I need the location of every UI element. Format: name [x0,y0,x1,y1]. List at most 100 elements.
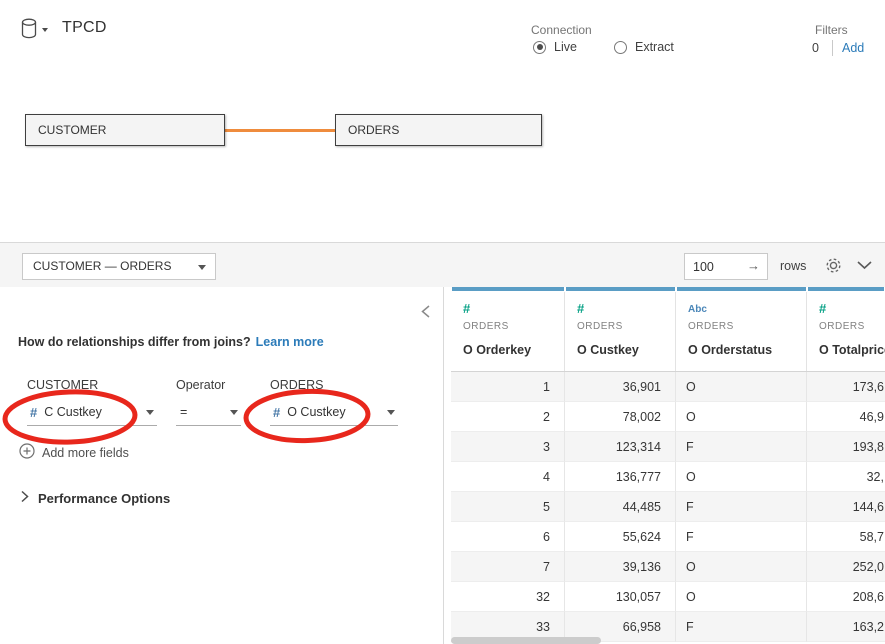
relationship-connector-line [225,129,335,132]
canvas-table-customer[interactable]: CUSTOMER [25,114,225,146]
row-limit-input[interactable] [685,254,737,279]
column-strip [677,287,806,291]
chevron-down-icon [42,28,48,32]
table-row: 3 123,314 F 193,8 [451,432,885,462]
left-field-value: C Custkey [44,405,102,419]
collapse-panel-chevron-icon[interactable] [420,304,432,318]
table-row: 5 44,485 F 144,6 [451,492,885,522]
apply-row-limit-button[interactable]: → [747,258,760,273]
table-cell: 208,6 [807,582,885,612]
column-strip [566,287,675,291]
table-cell: 193,8 [807,432,885,462]
table-cell: 2 [451,402,565,432]
radio-label: Live [554,40,577,54]
table-cell: 7 [451,552,565,582]
plus-circle-icon [19,443,35,462]
column-header-custkey[interactable]: # ORDERS O Custkey [565,292,676,371]
table-cell: 58,7 [807,522,885,552]
table-cell: 36,901 [565,372,676,402]
column-field-name: O Orderstatus [688,343,773,357]
table-cell: 144,6 [807,492,885,522]
table-cell: 32, [807,462,885,492]
relationship-selector-dropdown[interactable]: CUSTOMER — ORDERS [22,253,216,280]
learn-more-link[interactable]: Learn more [255,335,324,349]
radio-icon [614,40,627,54]
table-cell: F [676,612,807,642]
connection-live-radio[interactable]: Live [533,40,577,54]
table-cell: 55,624 [565,522,676,552]
add-filter-link[interactable]: Add [842,41,865,55]
table-cell: 1 [451,372,565,402]
table-cell: 66,958 [565,612,676,642]
table-row: 7 39,136 O 252,0 [451,552,885,582]
relationship-edit-panel: How do relationships differ from joins? L… [0,287,444,644]
left-table-column-label: CUSTOMER [27,378,99,392]
table-cell: 4 [451,462,565,492]
radio-icon [533,40,546,54]
filters-section-label: Filters [815,23,848,37]
column-table-name: ORDERS [577,321,623,332]
right-field-dropdown[interactable]: # O Custkey [270,399,398,426]
number-field-icon: # [273,404,281,420]
preview-toolbar: CUSTOMER — ORDERS → rows [0,242,885,287]
table-cell: 130,057 [565,582,676,612]
table-cell: 6 [451,522,565,552]
performance-options-toggle[interactable]: Performance Options [20,490,170,506]
right-field-value: O Custkey [287,405,346,419]
canvas-table-orders[interactable]: ORDERS [335,114,542,146]
connection-section-label: Connection [531,23,592,37]
connection-extract-radio[interactable]: Extract [614,40,674,54]
string-type-icon: Abc [688,304,707,315]
table-cell: 39,136 [565,552,676,582]
left-field-dropdown[interactable]: # C Custkey [27,399,157,426]
table-cell: 252,0 [807,552,885,582]
number-field-icon: # [30,404,38,420]
column-field-name: O Orderkey [463,343,532,357]
right-table-column-label: ORDERS [270,378,324,392]
grid-header-strip [451,287,885,291]
operator-value: = [180,405,188,419]
data-preview-grid: # ORDERS O Orderkey # ORDERS O Custkey A… [451,287,885,644]
rows-label: rows [780,259,807,273]
number-type-icon: # [819,301,827,316]
column-table-name: ORDERS [688,321,734,332]
datasource-title[interactable]: TPCD [62,19,107,36]
gear-icon[interactable] [824,256,843,275]
add-more-fields-button[interactable]: Add more fields [19,443,129,462]
column-table-name: ORDERS [463,321,509,332]
column-strip [452,287,564,291]
grid-header-row: # ORDERS O Orderkey # ORDERS O Custkey A… [451,292,885,372]
operator-dropdown[interactable]: = [176,399,241,426]
table-row: 1 36,901 O 173,6 [451,372,885,402]
database-icon [20,18,38,42]
table-cell: O [676,462,807,492]
table-cell: 5 [451,492,565,522]
table-cell: 3 [451,432,565,462]
chevron-down-icon [198,265,206,270]
add-more-fields-label: Add more fields [42,445,129,460]
chevron-right-icon [20,490,29,506]
column-header-orderkey[interactable]: # ORDERS O Orderkey [451,292,565,371]
table-cell: F [676,432,807,462]
operator-column-label: Operator [176,378,226,392]
collapse-preview-chevron-icon[interactable] [856,258,873,272]
datasource-menu-button[interactable] [20,17,60,43]
column-field-name: O Totalprice [819,343,885,357]
chevron-down-icon [230,410,238,415]
table-cell: O [676,372,807,402]
column-header-orderstatus[interactable]: Abc ORDERS O Orderstatus [676,292,807,371]
chevron-down-icon [146,410,154,415]
column-field-name: O Custkey [577,343,639,357]
table-cell: 136,777 [565,462,676,492]
column-header-totalprice[interactable]: # ORDERS O Totalprice [807,292,885,371]
grid-body: 1 36,901 O 173,6 2 78,002 O 46,9 3 123,314 F 193,8 4… [451,372,885,642]
table-cell: O [676,582,807,612]
number-type-icon: # [463,301,471,316]
table-row: 6 55,624 F 58,7 [451,522,885,552]
horizontal-scrollbar[interactable] [451,637,601,644]
table-row: 32 130,057 O 208,6 [451,582,885,612]
divider [832,40,833,56]
performance-options-label: Performance Options [38,490,171,506]
table-row: 4 136,777 O 32, [451,462,885,492]
